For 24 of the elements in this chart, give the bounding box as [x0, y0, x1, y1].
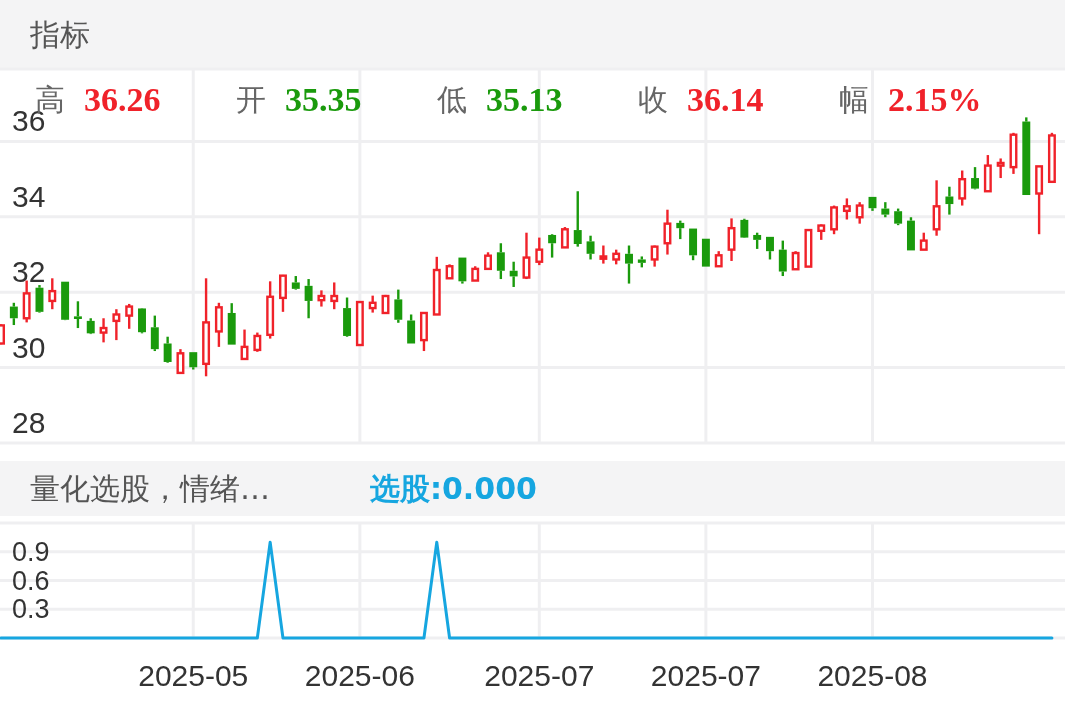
y-tick-label: 0.6	[12, 565, 50, 596]
chart-title: 指标	[29, 16, 90, 52]
x-tick-label: 2025-08	[817, 658, 928, 692]
x-tick-label: 2025-07	[650, 658, 761, 692]
y-tick-label: 0.3	[12, 594, 50, 625]
y-tick-label: 34	[12, 179, 46, 213]
x-tick-label: 2025-05	[138, 658, 249, 692]
annotation: 开	[236, 81, 266, 117]
annotation: 36.14	[687, 80, 764, 118]
x-tick-label: 2025-07	[484, 658, 595, 692]
x-tick-label: 2025-06	[304, 658, 415, 692]
text: 选股:0.000	[369, 471, 537, 506]
y-tick-label: 28	[12, 406, 46, 439]
y-tick-label: 32	[12, 255, 46, 289]
y-tick-label: 0.9	[12, 536, 50, 567]
chart-title: 量化选股，情绪…	[30, 471, 270, 506]
annotation: 收	[638, 81, 668, 117]
annotation: 36.26	[84, 80, 161, 118]
y-tick-label: 30	[12, 330, 46, 364]
annotation: 35.35	[285, 80, 362, 118]
annotation: 35.13	[486, 80, 563, 118]
annotation: 2.15%	[888, 80, 982, 118]
annotation: 低	[437, 81, 467, 117]
annotation: 幅	[839, 81, 869, 117]
